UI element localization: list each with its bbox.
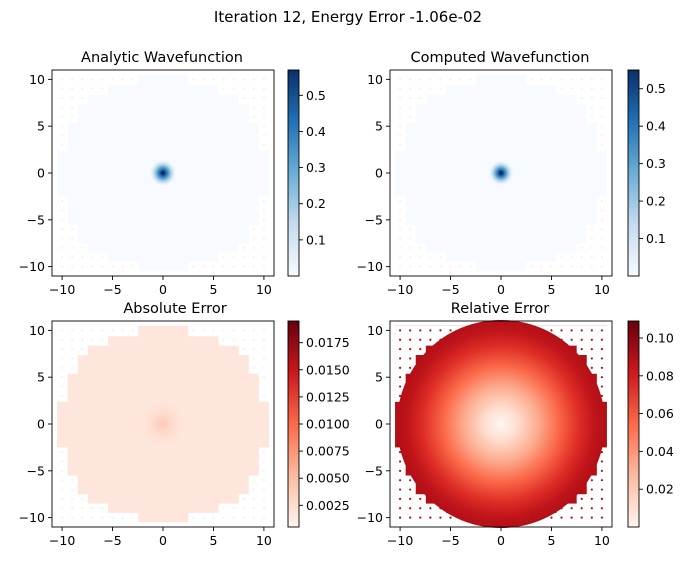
- x-tick-label: −5: [441, 282, 459, 297]
- colorbar: 0.1 0.2 0.3 0.4 0.5: [287, 69, 326, 277]
- x-tick-label: 0: [497, 533, 505, 548]
- panel-computed-wavefunction: Computed Wavefunction −10 −5 0 5 10 −10 −5 0 5 10…: [357, 50, 666, 297]
- y-tick-label: 5: [375, 370, 383, 385]
- y-tick-label: −10: [19, 259, 45, 274]
- x-tick-label: 5: [209, 533, 217, 548]
- colorbar-tick-label: 0.04: [646, 444, 674, 459]
- x-tick-label: −10: [387, 282, 413, 297]
- colorbar-gradient: [627, 320, 640, 528]
- x-tick-label: 0: [497, 282, 505, 297]
- y-tick-label: 5: [37, 370, 45, 385]
- peak-region: [397, 320, 605, 528]
- y-tick-label: 10: [29, 72, 45, 87]
- y-tick-label: −5: [365, 212, 383, 227]
- x-tick-label: 5: [547, 282, 555, 297]
- x-tick-label: 0: [159, 282, 167, 297]
- panel-absolute-error: Absolute Error −10 −5 0 5 10 −10 −5 0 5 10 0.0025…: [19, 301, 350, 548]
- colorbar-tick-label: 0.5: [306, 88, 326, 103]
- y-tick-label: 5: [375, 119, 383, 134]
- y-tick-label: −5: [27, 212, 45, 227]
- y-tick-label: −5: [365, 463, 383, 478]
- x-tick-label: 5: [547, 533, 555, 548]
- y-tick-label: 0: [37, 417, 45, 432]
- colorbar-tick-label: 0.0125: [306, 389, 350, 404]
- colorbar-tick-label: 0.3: [306, 160, 326, 175]
- peak-marker: [498, 170, 504, 176]
- y-tick-label: −10: [357, 510, 383, 525]
- y-tick-label: −10: [357, 259, 383, 274]
- panel-title: Computed Wavefunction: [411, 50, 590, 66]
- colorbar-tick-label: 0.0150: [306, 362, 350, 377]
- colorbar-tick-label: 0.4: [646, 119, 666, 134]
- y-tick-label: 0: [375, 417, 383, 432]
- x-tick-label: −10: [49, 282, 75, 297]
- x-tick-label: 10: [256, 282, 272, 297]
- colorbar: 0.0025 0.0050 0.0075 0.0100 0.0125 0.0150 0.01…: [287, 320, 350, 528]
- colorbar-tick-label: 0.2: [306, 196, 326, 211]
- peak-region: [137, 398, 189, 450]
- panel-title: Absolute Error: [123, 301, 226, 317]
- plot-area: −10 −5 0 5 10 −10 −5 0 5 10: [357, 320, 613, 548]
- plot-area: −10 −5 0 5 10 −10 −5 0 5 10: [19, 320, 275, 548]
- x-tick-label: −5: [103, 282, 121, 297]
- figure-suptitle: Iteration 12, Energy Error -1.06e-02: [214, 8, 482, 26]
- colorbar-gradient: [627, 69, 640, 277]
- x-tick-label: 0: [159, 533, 167, 548]
- colorbar-tick-label: 0.1: [306, 232, 326, 247]
- colorbar-gradient: [287, 69, 300, 277]
- colorbar-tick-label: 0.5: [646, 81, 666, 96]
- colorbar-gradient: [287, 320, 300, 528]
- colorbar-tick-label: 0.1: [646, 231, 666, 246]
- y-tick-label: −5: [27, 463, 45, 478]
- colorbar: 0.02 0.04 0.06 0.08 0.10: [627, 320, 674, 528]
- colorbar-tick-label: 0.08: [646, 368, 674, 383]
- y-tick-label: 10: [367, 72, 383, 87]
- colorbar: 0.1 0.2 0.3 0.4 0.5: [627, 69, 666, 277]
- colorbar-tick-label: 0.0075: [306, 444, 350, 459]
- colorbar-tick-label: 0.3: [646, 156, 666, 171]
- x-tick-label: 10: [594, 282, 610, 297]
- colorbar-tick-label: 0.0025: [306, 498, 350, 513]
- colorbar-tick-label: 0.02: [646, 482, 674, 497]
- x-tick-label: −10: [387, 533, 413, 548]
- y-tick-label: 10: [29, 323, 45, 338]
- y-tick-label: 0: [375, 166, 383, 181]
- plot-area: −10 −5 0 5 10 −10 −5 0 5 10: [357, 69, 613, 297]
- y-tick-label: 10: [367, 323, 383, 338]
- x-tick-label: 10: [256, 533, 272, 548]
- panel-title: Relative Error: [451, 301, 549, 317]
- x-tick-label: 10: [594, 533, 610, 548]
- colorbar-tick-label: 0.0100: [306, 417, 350, 432]
- y-tick-label: 5: [37, 119, 45, 134]
- x-tick-label: −5: [103, 533, 121, 548]
- plot-area: −10 −5 0 5 10 −10 −5 0 5 10: [19, 69, 275, 297]
- panel-title: Analytic Wavefunction: [81, 50, 243, 66]
- colorbar-tick-label: 0.06: [646, 406, 674, 421]
- panel-analytic-wavefunction: Analytic Wavefunction −10 −5 0 5 10 −10 −5 0 5 10…: [19, 50, 326, 297]
- x-tick-label: 5: [209, 282, 217, 297]
- colorbar-tick-label: 0.0175: [306, 335, 350, 350]
- colorbar-tick-label: 0.0050: [306, 471, 350, 486]
- y-tick-label: 0: [37, 166, 45, 181]
- colorbar-tick-label: 0.4: [306, 124, 326, 139]
- peak-marker: [160, 170, 166, 176]
- x-tick-label: −10: [49, 533, 75, 548]
- colorbar-tick-label: 0.10: [646, 331, 674, 346]
- y-tick-label: −10: [19, 510, 45, 525]
- colorbar-tick-label: 0.2: [646, 194, 666, 209]
- x-tick-label: −5: [441, 533, 459, 548]
